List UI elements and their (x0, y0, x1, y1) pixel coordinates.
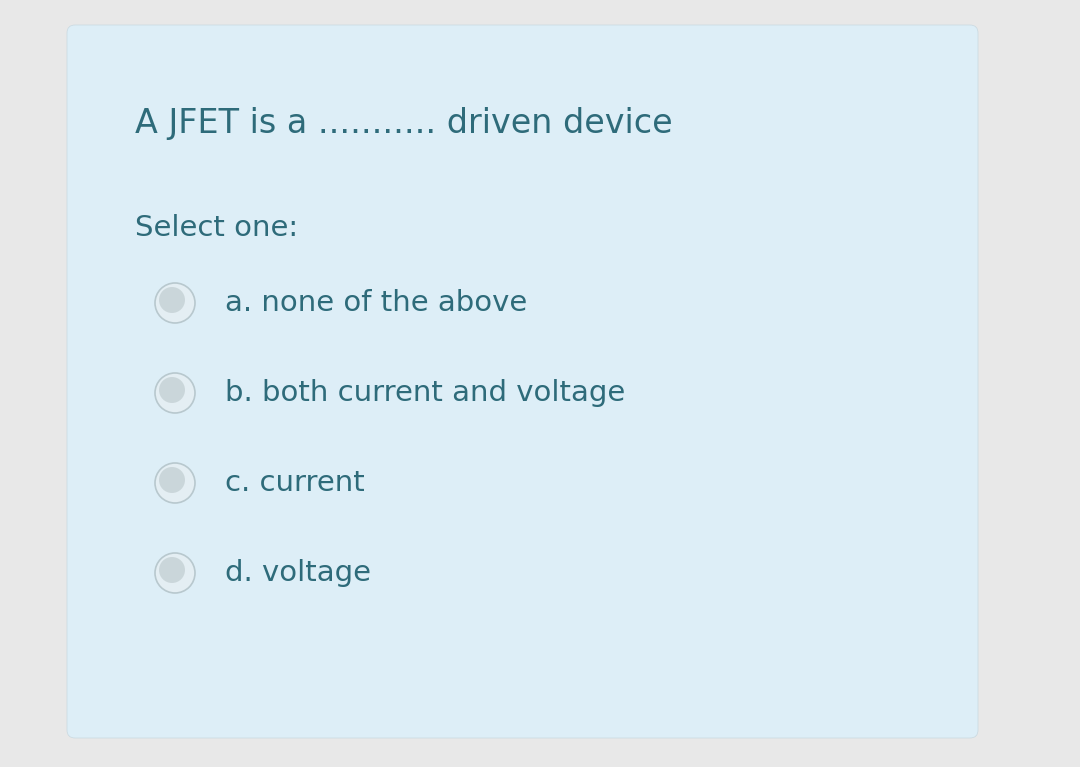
Circle shape (156, 553, 195, 593)
Text: A JFET is a ........... driven device: A JFET is a ........... driven device (135, 107, 673, 140)
Text: Select one:: Select one: (135, 214, 298, 242)
Circle shape (159, 467, 185, 493)
FancyBboxPatch shape (67, 25, 978, 738)
Circle shape (159, 557, 185, 583)
Circle shape (159, 287, 185, 313)
Circle shape (156, 463, 195, 503)
Circle shape (159, 377, 185, 403)
Text: c. current: c. current (225, 469, 365, 497)
Text: b. both current and voltage: b. both current and voltage (225, 379, 625, 407)
Text: a. none of the above: a. none of the above (225, 289, 527, 317)
Circle shape (156, 283, 195, 323)
Circle shape (156, 373, 195, 413)
Text: d. voltage: d. voltage (225, 559, 372, 587)
